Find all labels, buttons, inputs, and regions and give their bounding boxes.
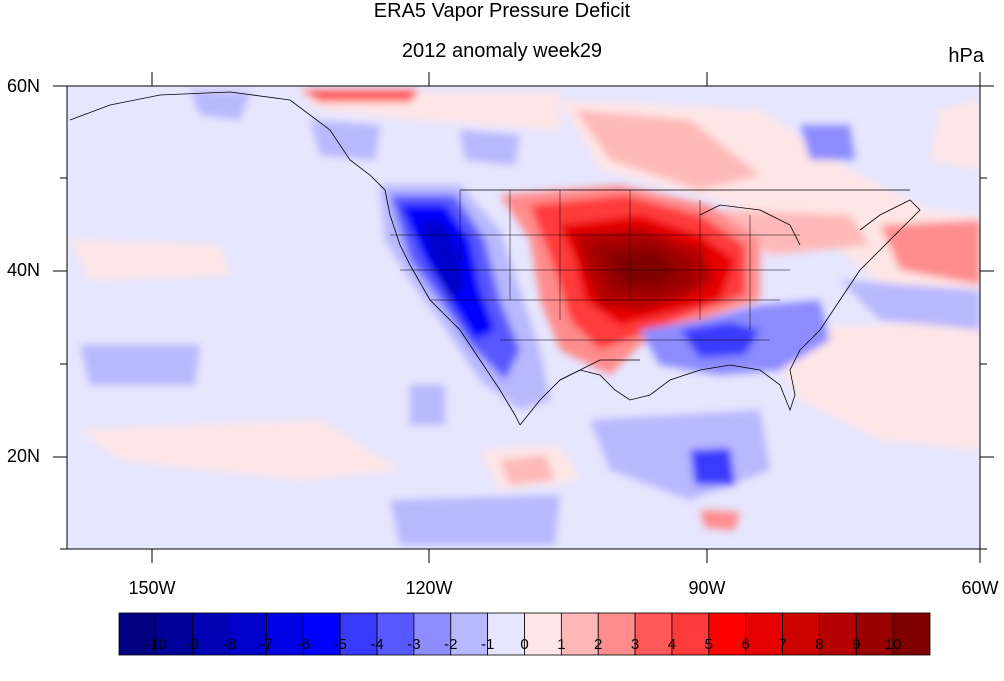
colorbar-swatch — [634, 612, 673, 656]
map-title: ERA5 Vapor Pressure Deficit — [373, 0, 631, 22]
colorbar-tick-label: -6 — [296, 636, 310, 653]
lat-label-40n: 40N — [6, 260, 40, 280]
colorbar-swatch — [560, 612, 599, 656]
colorbar-swatch — [339, 612, 378, 656]
map-frame — [66, 85, 981, 550]
lon-label-150w: 150W — [128, 578, 176, 598]
lon-label-120w: 120W — [405, 578, 453, 598]
units-label: hPa — [948, 45, 984, 67]
colorbar-swatch — [118, 612, 157, 656]
colorbar-swatch — [782, 612, 820, 656]
colorbar-tick-label: -4 — [370, 636, 384, 653]
colorbar-tick-label: 7 — [778, 636, 787, 653]
map-subtitle: 2012 anomaly week29 — [401, 40, 603, 62]
colorbar-swatch — [745, 612, 783, 656]
colorbar-tick-label: 6 — [741, 636, 750, 653]
colorbar-tick-label: -10 — [145, 636, 167, 653]
colorbar-swatch — [819, 612, 857, 656]
colorbar-tick-label: -2 — [444, 636, 458, 653]
colorbar-tick-label: 0 — [520, 636, 529, 653]
lat-label-60n: 60N — [6, 76, 40, 96]
lon-label-60w: 60W — [961, 578, 999, 598]
colorbar-swatch — [229, 612, 267, 656]
colorbar-tick-label: 4 — [667, 636, 677, 653]
colorbar-swatch — [597, 612, 636, 656]
colorbar-swatch — [524, 612, 562, 656]
colorbar-tick-label: 10 — [884, 636, 902, 653]
state-boundaries — [390, 190, 800, 341]
coastlines — [69, 91, 921, 426]
colorbar-tick-label: -8 — [222, 636, 237, 653]
colorbar-tick-label: 1 — [557, 636, 566, 653]
colorbar-swatch — [671, 612, 710, 656]
colorbar-tick-label: 5 — [704, 636, 713, 653]
colorbar-swatch — [855, 612, 894, 656]
colorbar-tick-label: 9 — [852, 636, 861, 653]
axis-ticks — [53, 72, 994, 563]
colorbar-swatch — [487, 612, 525, 656]
colorbar-tick-label: 3 — [630, 636, 640, 653]
lon-label-90w: 90W — [688, 578, 726, 598]
colorbar-tick-label: -9 — [186, 636, 200, 653]
colorbar-tick-label: 8 — [815, 636, 824, 653]
colorbar-swatch — [708, 612, 747, 656]
colorbar-swatch — [892, 612, 931, 656]
colorbar-tick-label: -1 — [480, 636, 495, 653]
colorbar-tick-label: -7 — [259, 636, 274, 653]
colorbar — [118, 612, 931, 656]
colorbar-tick-label: -3 — [407, 636, 421, 653]
colorbar-tick-label: -5 — [333, 636, 347, 653]
colorbar-tick-label: 2 — [594, 636, 603, 653]
colorbar-swatch — [155, 612, 194, 656]
anomaly-field — [67, 86, 980, 549]
colorbar-swatch — [376, 612, 415, 656]
colorbar-swatch — [192, 612, 230, 656]
lat-label-20n: 20N — [6, 446, 40, 466]
